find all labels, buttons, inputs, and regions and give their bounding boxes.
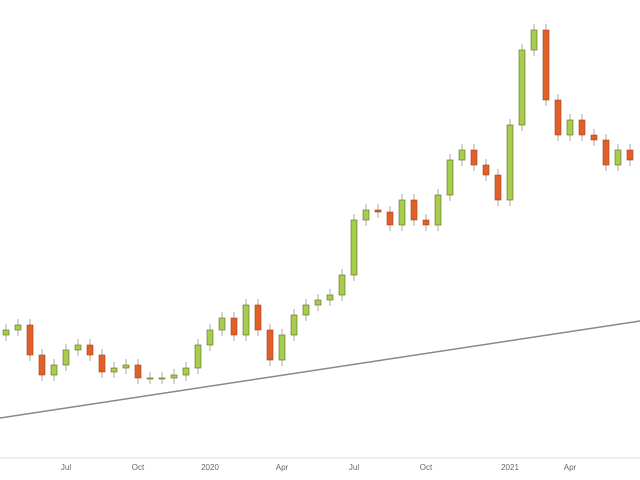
candle-body xyxy=(170,374,178,379)
candle-body xyxy=(338,274,346,296)
candle-body xyxy=(470,149,478,166)
x-tick-label: Apr xyxy=(276,463,289,472)
trend-line xyxy=(0,320,640,419)
candle-body xyxy=(398,199,406,226)
candle-body xyxy=(2,329,10,336)
candle-body xyxy=(410,199,418,221)
candle-body xyxy=(122,364,130,369)
candle-body xyxy=(86,344,94,356)
candle-body xyxy=(302,304,310,316)
x-tick-label: 2020 xyxy=(201,463,219,472)
candle-body xyxy=(326,294,334,301)
candle-body xyxy=(542,29,550,101)
candle-body xyxy=(518,49,526,126)
candle-body xyxy=(74,344,82,351)
candle-body xyxy=(206,329,214,346)
candle-body xyxy=(98,354,106,373)
candle-body xyxy=(62,349,70,366)
candle-body xyxy=(386,211,394,226)
x-tick-label: 2021 xyxy=(501,463,519,472)
candle-body xyxy=(554,99,562,136)
candle-body xyxy=(26,324,34,356)
candle-body xyxy=(530,29,538,51)
x-tick-label: Jul xyxy=(349,463,359,472)
candle-body xyxy=(218,317,226,331)
candle-body xyxy=(566,119,574,136)
candle-body xyxy=(14,324,22,331)
x-tick-label: Oct xyxy=(132,463,145,472)
candle-body xyxy=(494,174,502,201)
candle-body xyxy=(578,119,586,136)
candle-body xyxy=(482,164,490,176)
candle-body xyxy=(374,209,382,213)
x-tick-label: Apr xyxy=(564,463,577,472)
candle-body xyxy=(278,334,286,361)
candle-body xyxy=(590,134,598,141)
candle-body xyxy=(266,329,274,361)
candle-body xyxy=(626,149,634,161)
candle-body xyxy=(602,139,610,166)
candle-body xyxy=(614,149,622,166)
candle-body xyxy=(146,377,154,380)
candle-body xyxy=(230,317,238,336)
x-tick-label: Oct xyxy=(420,463,433,472)
candle-body xyxy=(110,367,118,373)
candle-body xyxy=(434,194,442,226)
candle-body xyxy=(290,314,298,336)
candle-body xyxy=(458,149,466,161)
candle-body xyxy=(362,209,370,221)
x-tick-label: Jul xyxy=(61,463,71,472)
candle-body xyxy=(242,304,250,336)
candle-body xyxy=(446,159,454,196)
candle-body xyxy=(314,299,322,306)
candle-body xyxy=(134,364,142,379)
candle-body xyxy=(182,367,190,376)
candle-body xyxy=(350,219,358,276)
candle-body xyxy=(254,304,262,331)
candle-body xyxy=(422,219,430,226)
candle-body xyxy=(194,344,202,369)
candle-body xyxy=(506,124,514,201)
candle-body xyxy=(38,354,46,376)
candle-body xyxy=(50,364,58,376)
candle-body xyxy=(158,377,166,380)
